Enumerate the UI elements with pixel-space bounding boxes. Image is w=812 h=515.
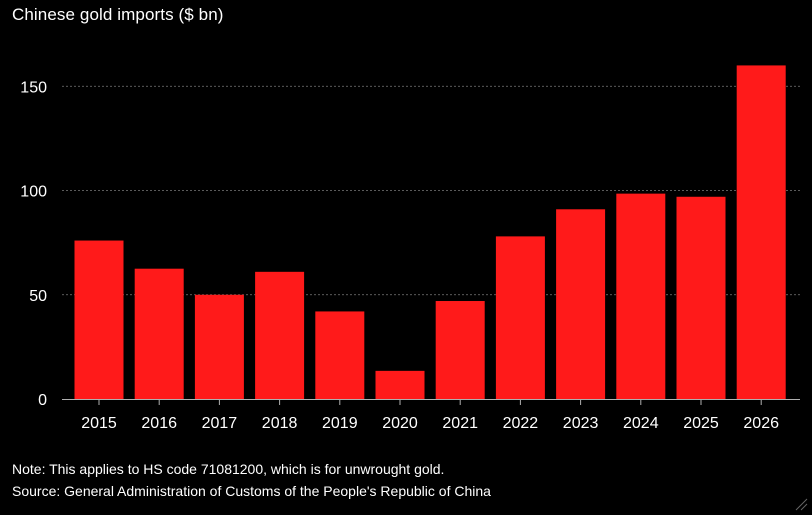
bar-2026: [736, 65, 786, 399]
bar-2020: [375, 370, 425, 399]
bar-2018: [255, 271, 305, 399]
y-tick-label: 0: [38, 392, 47, 409]
bar-2024: [616, 193, 666, 399]
x-tick-label: 2019: [322, 415, 358, 432]
x-tick-label: 2015: [81, 415, 117, 432]
chart-title: Chinese gold imports ($ bn): [12, 5, 224, 24]
bar-2023: [556, 209, 606, 399]
y-tick-label: 100: [20, 184, 47, 201]
x-tick-label: 2017: [202, 415, 238, 432]
bar-2016: [134, 268, 184, 399]
bar-2021: [435, 301, 485, 399]
x-tick-label: 2025: [683, 415, 719, 432]
y-tick-label: 50: [29, 288, 47, 305]
resize-corner-icon: [795, 498, 808, 511]
x-tick-label: 2022: [503, 415, 539, 432]
bar-2022: [495, 236, 545, 399]
x-tick-label: 2026: [743, 415, 779, 432]
x-tick-label: 2016: [141, 415, 177, 432]
bar-2019: [315, 311, 365, 399]
x-tick-label: 2021: [442, 415, 478, 432]
bar-2025: [676, 196, 726, 399]
x-tick-label: 2023: [563, 415, 599, 432]
chart-note: Note: This applies to HS code 71081200, …: [12, 461, 445, 477]
y-tick-label: 150: [20, 79, 47, 96]
bar-chart: 0 50 100 150 2015 2016 2017 2018 2019 2020 2021 202…: [20, 65, 800, 432]
x-tick-label: 2018: [262, 415, 298, 432]
x-tick-label: 2020: [382, 415, 418, 432]
bar-2017: [194, 294, 244, 399]
x-tick-label: 2024: [623, 415, 659, 432]
bar-2015: [74, 240, 124, 399]
chart-source: Source: General Administration of Custom…: [12, 483, 491, 499]
